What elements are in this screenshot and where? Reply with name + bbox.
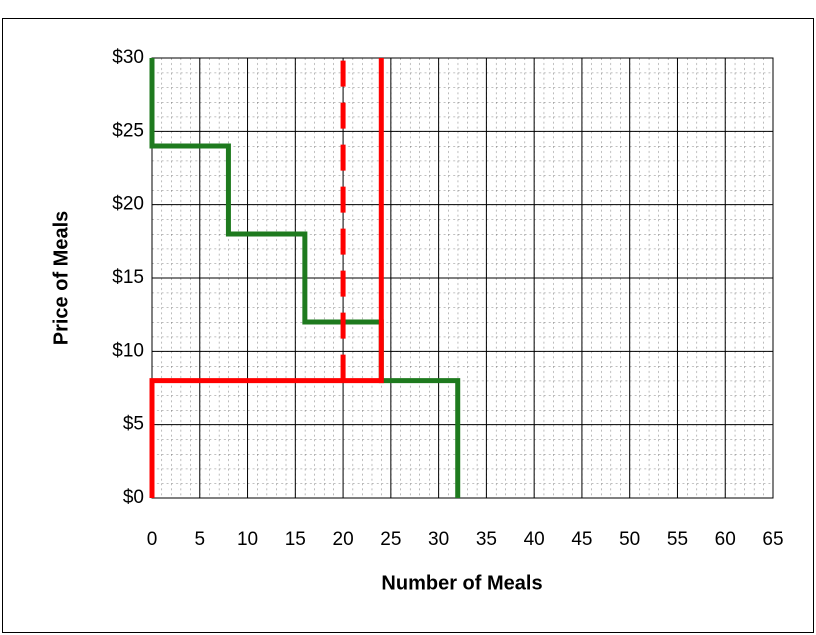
- x-tick-label: 35: [476, 529, 497, 550]
- y-tick-label: $25: [112, 120, 144, 141]
- x-tick-label: 40: [524, 529, 545, 550]
- x-tick-label: 55: [667, 529, 688, 550]
- x-axis-title: Number of Meals: [381, 572, 542, 594]
- y-tick-label: $30: [112, 47, 144, 68]
- y-tick-label: $15: [112, 267, 144, 288]
- x-tick-label: 50: [619, 529, 640, 550]
- x-tick-label: 65: [762, 529, 783, 550]
- x-tick-label: 5: [194, 529, 205, 550]
- y-axis-title: Price of Meals: [50, 211, 72, 346]
- y-tick-label: $5: [123, 414, 144, 435]
- x-tick-label: 30: [428, 529, 449, 550]
- line-series: [149, 58, 461, 498]
- x-tick-label: 15: [285, 529, 306, 550]
- y-tick-label: $0: [123, 487, 144, 508]
- x-tick-label: 25: [380, 529, 401, 550]
- y-tick-label: $20: [112, 194, 144, 215]
- y-tick-label: $10: [112, 340, 144, 361]
- line-series: [149, 58, 384, 498]
- x-tick-label: 20: [333, 529, 354, 550]
- x-tick-label: 0: [147, 529, 158, 550]
- x-tick-label: 60: [715, 529, 736, 550]
- plot-border: [151, 57, 774, 499]
- x-tick-label: 10: [237, 529, 258, 550]
- x-tick-label: 45: [571, 529, 592, 550]
